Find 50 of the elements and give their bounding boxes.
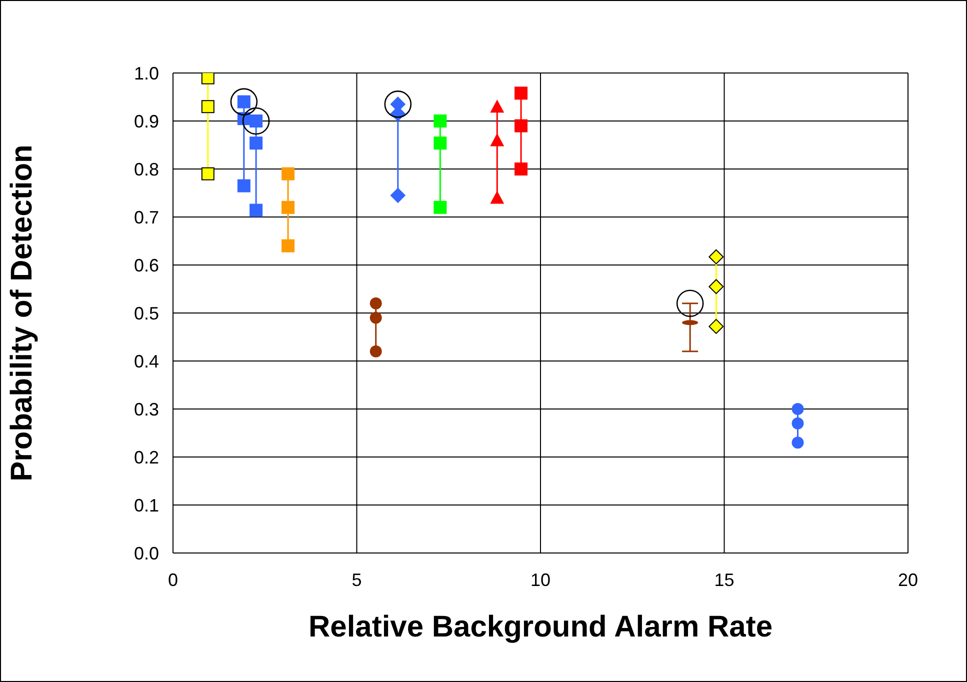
point <box>490 100 504 113</box>
point <box>434 200 447 214</box>
point <box>792 436 804 449</box>
y-tick-label: 1.0 <box>134 63 159 84</box>
x-tick-label: 10 <box>530 570 551 590</box>
y-tick-label: 0.4 <box>134 351 159 372</box>
y-tick-label: 0.3 <box>134 399 159 420</box>
point <box>250 136 263 150</box>
point <box>434 114 447 128</box>
y-tick-label: 0.8 <box>134 159 159 180</box>
x-axis-title: Relative Background Alarm Rate <box>308 610 773 644</box>
y-tick-label: 0.6 <box>134 255 159 276</box>
point <box>708 318 724 334</box>
point <box>708 279 724 294</box>
x-tick-label: 20 <box>898 570 918 590</box>
point <box>390 188 406 203</box>
y-tick-label: 0.9 <box>134 111 159 132</box>
point <box>792 403 804 415</box>
x-tick-label: 15 <box>714 570 734 590</box>
y-tick-label: 0.0 <box>134 543 159 564</box>
point <box>490 190 504 204</box>
y-tick-label: 0.1 <box>134 495 159 516</box>
point <box>708 249 724 264</box>
point <box>370 345 382 358</box>
point <box>242 107 270 135</box>
point <box>434 136 447 150</box>
y-tick-label: 0.2 <box>134 447 159 468</box>
point <box>250 204 263 217</box>
point <box>282 239 295 252</box>
point <box>230 88 258 116</box>
x-tick-label: 0 <box>168 570 178 590</box>
point <box>792 417 804 430</box>
point <box>282 200 295 214</box>
point <box>514 119 528 132</box>
point <box>676 290 704 318</box>
point <box>201 167 214 180</box>
point <box>282 167 295 180</box>
y-tick-label: 0.5 <box>134 303 159 324</box>
point <box>370 297 382 310</box>
point <box>384 90 412 118</box>
point <box>201 73 214 84</box>
point <box>490 133 504 146</box>
point <box>201 100 214 114</box>
y-axis-title: Probability of Detection <box>6 144 39 482</box>
y-tick-label: 0.7 <box>134 207 159 228</box>
point <box>237 179 250 192</box>
point <box>370 312 382 324</box>
point <box>514 86 528 100</box>
point <box>514 162 528 176</box>
x-tick-label: 5 <box>352 570 362 590</box>
